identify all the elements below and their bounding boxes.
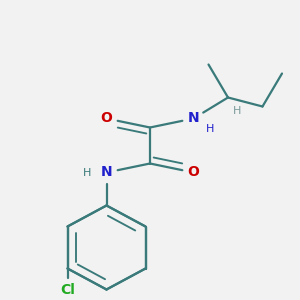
Text: H: H <box>233 106 241 116</box>
Text: H: H <box>83 167 91 178</box>
Text: O: O <box>100 112 112 125</box>
Text: H: H <box>206 124 214 134</box>
Text: N: N <box>188 112 199 125</box>
Text: N: N <box>101 166 112 179</box>
Text: O: O <box>188 166 200 179</box>
Text: Cl: Cl <box>60 283 75 296</box>
